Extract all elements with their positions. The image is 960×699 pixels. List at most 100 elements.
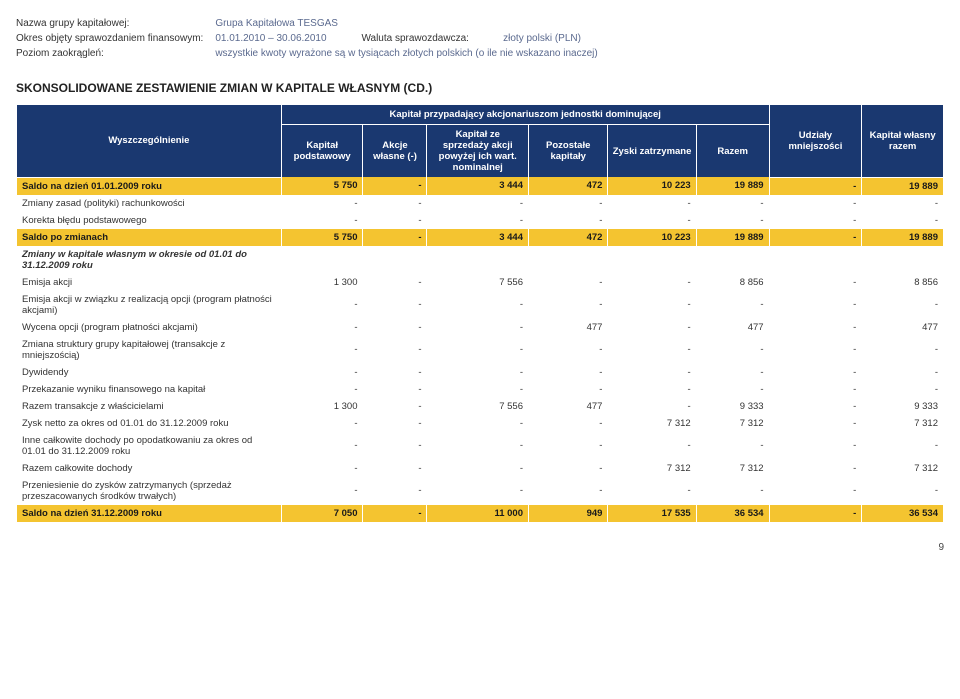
cell: 19 889 (696, 177, 769, 195)
cell: - (529, 460, 608, 477)
cell: - (608, 336, 696, 364)
hdr-label-1: Okres objęty sprawozdaniem finansowym: (16, 31, 215, 46)
cell: 11 000 (427, 505, 529, 522)
cell: 7 312 (608, 460, 696, 477)
cell: - (281, 477, 363, 505)
cell: - (427, 460, 529, 477)
cell: - (363, 415, 427, 432)
cell: - (427, 319, 529, 336)
cell: 36 534 (696, 505, 769, 522)
cell: 19 889 (862, 177, 944, 195)
page-number: 9 (16, 542, 944, 553)
cell: - (363, 212, 427, 229)
cell: - (363, 364, 427, 381)
cell: - (529, 415, 608, 432)
row-label: Razem transakcje z właścicielami (17, 398, 282, 415)
cell: 3 444 (427, 229, 529, 246)
cell: - (363, 229, 427, 246)
cell: - (529, 432, 608, 460)
table-row: Przeniesienie do zysków zatrzymanych (sp… (17, 477, 944, 505)
cell: - (281, 415, 363, 432)
cell (281, 246, 363, 274)
cell: - (427, 381, 529, 398)
cell: - (696, 364, 769, 381)
row-label: Saldo po zmianach (17, 229, 282, 246)
cell: - (769, 381, 862, 398)
cell: - (363, 460, 427, 477)
cell: 5 750 (281, 177, 363, 195)
table-body: Saldo na dzień 01.01.2009 roku5 750-3 44… (17, 177, 944, 522)
table-row: Saldo po zmianach5 750-3 44447210 22319 … (17, 229, 944, 246)
col-group: Kapitał przypadający akcjonariuszom jedn… (281, 105, 769, 125)
cell: - (696, 195, 769, 212)
cell: 36 534 (862, 505, 944, 522)
cell: - (427, 291, 529, 319)
cell: - (529, 336, 608, 364)
table-row: Saldo na dzień 31.12.2009 roku7 050-11 0… (17, 505, 944, 522)
equity-changes-table: Wyszczególnienie Kapitał przypadający ak… (16, 105, 944, 522)
cell: - (281, 381, 363, 398)
cell: - (363, 505, 427, 522)
cell: - (427, 212, 529, 229)
row-label: Saldo na dzień 01.01.2009 roku (17, 177, 282, 195)
cell: - (529, 364, 608, 381)
cell: - (769, 477, 862, 505)
row-label: Emisja akcji (17, 274, 282, 291)
cell: - (529, 212, 608, 229)
cell (769, 246, 862, 274)
table-row: Zysk netto za okres od 01.01 do 31.12.20… (17, 415, 944, 432)
cell: - (862, 291, 944, 319)
cell: 7 312 (862, 460, 944, 477)
cell: 472 (529, 177, 608, 195)
cell: 5 750 (281, 229, 363, 246)
cell: - (769, 229, 862, 246)
row-label: Przekazanie wyniku finansowego na kapita… (17, 381, 282, 398)
cell: 17 535 (608, 505, 696, 522)
cell: - (281, 291, 363, 319)
cell: - (769, 460, 862, 477)
cell: 7 050 (281, 505, 363, 522)
row-label: Emisja akcji w związku z realizacją opcj… (17, 291, 282, 319)
table-row: Razem transakcje z właścicielami1 300-7 … (17, 398, 944, 415)
cell (696, 246, 769, 274)
hdr-label-2: Poziom zaokrągleń: (16, 46, 215, 61)
cell: 9 333 (862, 398, 944, 415)
cell: - (769, 177, 862, 195)
cell: 949 (529, 505, 608, 522)
cell: - (608, 319, 696, 336)
cell: - (427, 415, 529, 432)
cell: 19 889 (696, 229, 769, 246)
cell: - (427, 477, 529, 505)
cell: - (608, 212, 696, 229)
cell: - (696, 291, 769, 319)
cell: - (769, 364, 862, 381)
table-row: Wycena opcji (program płatności akcjami)… (17, 319, 944, 336)
row-label: Saldo na dzień 31.12.2009 roku (17, 505, 282, 522)
cell: - (281, 460, 363, 477)
cell: 8 856 (862, 274, 944, 291)
cell: 10 223 (608, 177, 696, 195)
cell: - (281, 319, 363, 336)
cell (608, 246, 696, 274)
cell: 9 333 (696, 398, 769, 415)
cell: - (862, 212, 944, 229)
cell: - (363, 274, 427, 291)
table-row: Zmiana struktury grupy kapitałowej (tran… (17, 336, 944, 364)
cell: - (608, 381, 696, 398)
cell: - (769, 415, 862, 432)
cell: - (363, 319, 427, 336)
cell: - (281, 364, 363, 381)
table-row: Emisja akcji1 300-7 556--8 856-8 856 (17, 274, 944, 291)
row-label: Dywidendy (17, 364, 282, 381)
cell (529, 246, 608, 274)
table-row: Emisja akcji w związku z realizacją opcj… (17, 291, 944, 319)
hdr-value-2: wszystkie kwoty wyrażone są w tysiącach … (215, 46, 609, 61)
table-row: Razem całkowite dochody----7 3127 312-7 … (17, 460, 944, 477)
cell: - (363, 195, 427, 212)
cell: - (608, 195, 696, 212)
cell: - (529, 291, 608, 319)
cell: - (696, 432, 769, 460)
cell: - (769, 432, 862, 460)
cell: - (696, 212, 769, 229)
cell: - (363, 398, 427, 415)
